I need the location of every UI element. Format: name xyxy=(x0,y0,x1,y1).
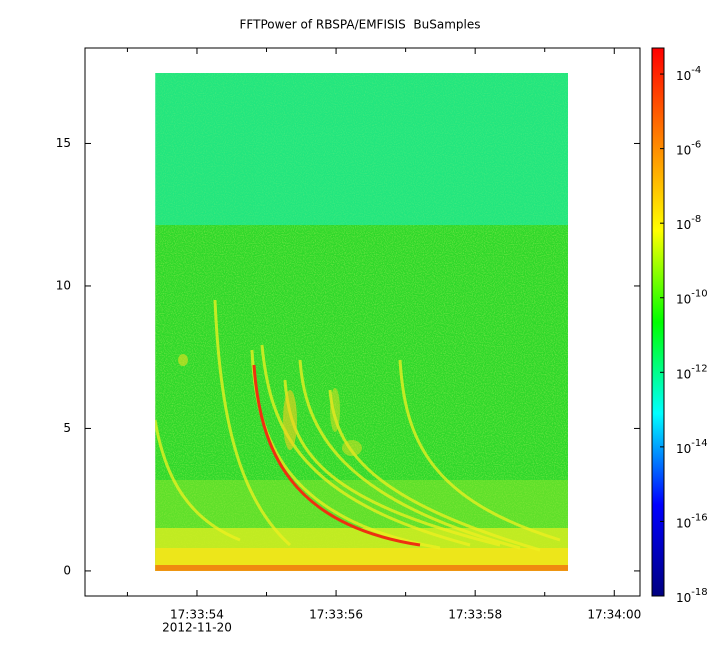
colorbar-tick-base: 10 xyxy=(676,218,691,232)
colorbar-tick-exponent: -10 xyxy=(691,289,707,300)
colorbar-tick-base: 10 xyxy=(676,516,691,530)
colorbar-tick-base: 10 xyxy=(676,367,691,381)
colorbar-tick-base: 10 xyxy=(676,441,691,455)
colorbar-tick-label: 10-6 xyxy=(676,140,701,158)
colorbar-tick-label: 10-4 xyxy=(676,65,701,83)
colorbar-frame xyxy=(651,47,665,597)
colorbar-tick-label: 10-12 xyxy=(676,363,708,381)
colorbar xyxy=(652,48,664,596)
y-tick-label: 10 xyxy=(56,278,71,292)
colorbar-tick-exponent: -12 xyxy=(691,363,707,374)
colorbar-tick-base: 10 xyxy=(676,292,691,306)
colorbar-tick-exponent: -18 xyxy=(691,587,707,598)
colorbar-tick-exponent: -8 xyxy=(691,214,701,225)
colorbar-tick-exponent: -6 xyxy=(691,140,701,151)
colorbar-tick-base: 10 xyxy=(676,143,691,157)
x-tick-label: 17:33:58 xyxy=(448,608,502,622)
y-tick-label: 15 xyxy=(56,136,71,150)
colorbar-tick-label: 10-14 xyxy=(676,438,708,456)
x-tick-label: 17:33:54 xyxy=(170,608,224,622)
colorbar-tick-base: 10 xyxy=(676,591,691,605)
x-date-label: 2012-11-20 xyxy=(162,621,232,635)
colorbar-tick-exponent: -14 xyxy=(691,438,707,449)
chart-title: FFTPower of RBSPA/EMFISIS BuSamples xyxy=(240,18,481,32)
colorbar-tick-exponent: -4 xyxy=(691,65,701,76)
y-tick-label: 0 xyxy=(63,563,71,577)
x-tick-label: 17:34:00 xyxy=(587,608,641,622)
colorbar-tick-label: 10-8 xyxy=(676,214,701,232)
y-tick-label: 5 xyxy=(63,421,71,435)
spectrogram-texture xyxy=(155,73,568,571)
plot-frame xyxy=(84,47,641,597)
colorbar-tick-label: 10-16 xyxy=(676,512,708,530)
colorbar-tick-label: 10-18 xyxy=(676,587,708,605)
x-tick-label: 17:33:56 xyxy=(309,608,363,622)
colorbar-tick-exponent: -16 xyxy=(691,512,707,523)
colorbar-tick-base: 10 xyxy=(676,69,691,83)
colorbar-tick-label: 10-10 xyxy=(676,289,708,307)
